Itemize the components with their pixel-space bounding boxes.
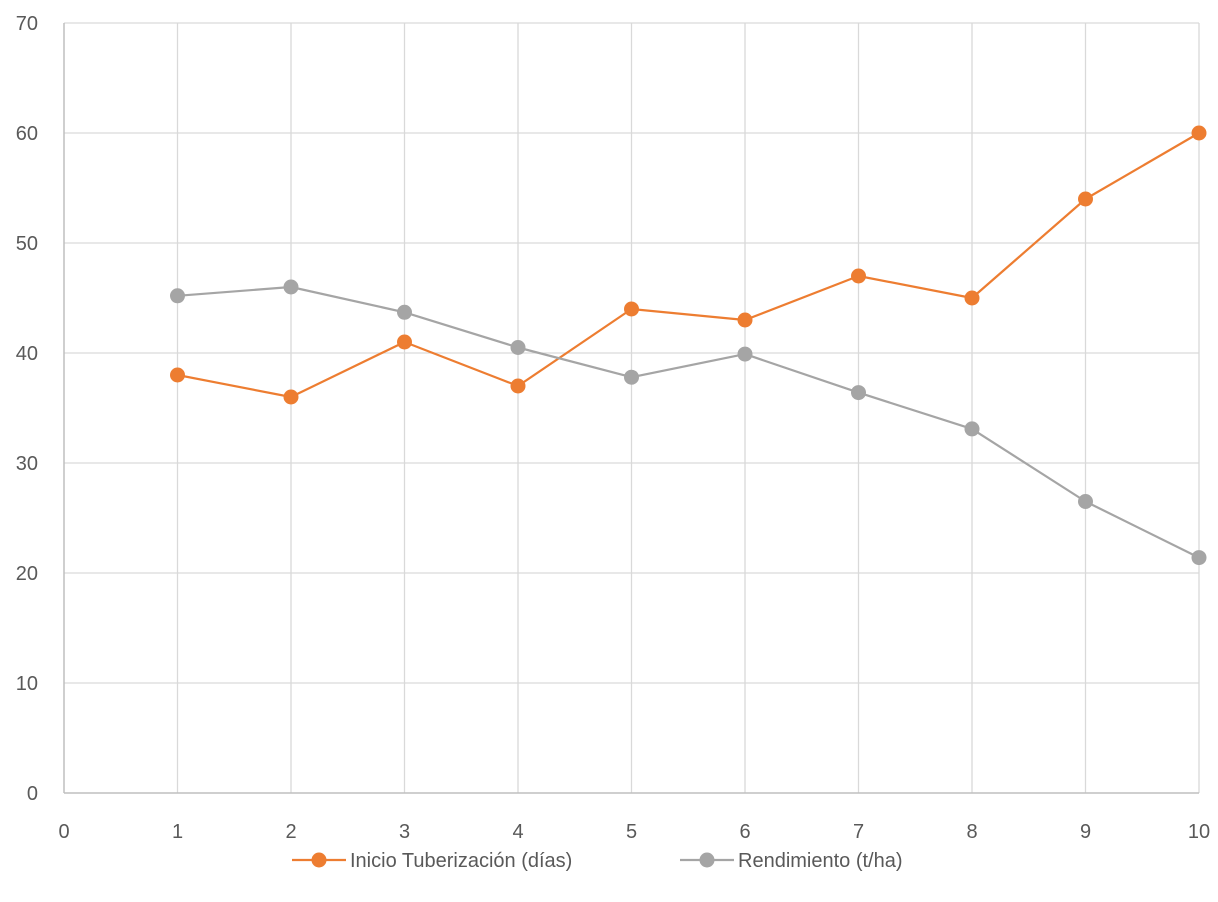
legend-marker-1 — [699, 852, 715, 868]
x-tick-label: 5 — [626, 821, 637, 843]
x-tick-label: 9 — [1080, 821, 1091, 843]
legend: Inicio Tuberización (días) Rendimiento (t… — [292, 850, 903, 872]
grid — [64, 22, 1200, 793]
legend-marker-0 — [311, 852, 327, 868]
data-point-series-1 — [283, 279, 299, 295]
series-line-0 — [177, 132, 1200, 399]
series-group — [170, 125, 1207, 566]
legend-label-1: Rendimiento (t/ha) — [738, 850, 903, 872]
x-tick-label: 10 — [1188, 821, 1210, 843]
data-point-series-0 — [737, 312, 753, 328]
data-point-series-1 — [624, 369, 639, 385]
x-tick-label: 3 — [399, 821, 410, 843]
data-point-series-0 — [283, 389, 299, 405]
data-point-series-1 — [964, 421, 980, 437]
x-tick-label: 4 — [512, 821, 523, 843]
y-tick-label: 0 — [27, 783, 38, 805]
y-tick-label: 20 — [16, 563, 38, 585]
data-point-series-1 — [397, 304, 412, 320]
data-point-series-0 — [624, 301, 639, 317]
y-tick-label: 50 — [16, 233, 38, 255]
x-tick-label: 2 — [285, 821, 296, 843]
y-tick-label: 70 — [16, 13, 38, 35]
series-line-1 — [177, 285, 1200, 559]
data-point-series-0 — [397, 334, 412, 350]
data-point-series-0 — [170, 367, 185, 383]
data-point-series-0 — [510, 378, 526, 394]
x-tick-label: 8 — [966, 821, 977, 843]
data-point-series-0 — [1078, 191, 1093, 207]
y-tick-label: 10 — [16, 673, 38, 695]
data-point-series-0 — [1191, 125, 1207, 141]
data-point-series-1 — [1078, 494, 1093, 509]
x-tick-label: 6 — [739, 821, 750, 843]
y-tick-label: 60 — [16, 123, 38, 145]
x-tick-label: 0 — [58, 821, 69, 843]
legend-label-0: Inicio Tuberización (días) — [350, 850, 572, 872]
data-point-series-1 — [851, 385, 866, 401]
data-point-series-0 — [964, 290, 980, 306]
data-point-series-1 — [510, 340, 526, 355]
data-point-series-1 — [737, 346, 753, 362]
data-point-series-1 — [170, 288, 185, 304]
axes: 0 10 20 30 40 50 60 70 0 1 2 3 4 5 6 7 8 9 10 — [16, 13, 1210, 843]
y-tick-label: 40 — [16, 343, 38, 365]
x-tick-label: 1 — [172, 821, 183, 843]
x-tick-label: 7 — [853, 821, 864, 843]
data-point-series-1 — [1191, 550, 1207, 566]
y-tick-label: 30 — [16, 453, 38, 475]
data-point-series-0 — [851, 268, 866, 284]
